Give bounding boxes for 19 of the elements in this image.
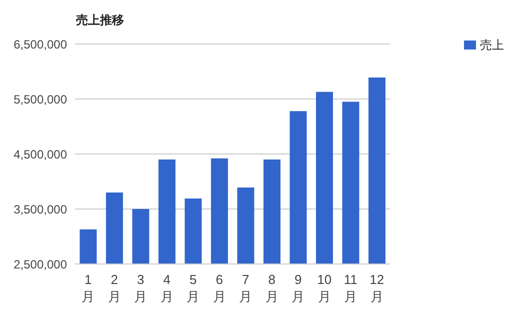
chart-title: 売上推移 [76, 12, 124, 29]
x-tick-label: 12月 [370, 272, 384, 304]
y-tick-label: 6,500,000 [14, 37, 68, 52]
y-tick-label: 2,500,000 [14, 257, 68, 272]
x-tick-label: 8月 [265, 272, 278, 304]
x-tick-label: 6月 [212, 272, 226, 304]
x-tick-label: 1月 [82, 272, 95, 304]
legend-label: 売上 [480, 38, 504, 52]
x-tick-label: 4月 [160, 272, 174, 304]
x-tick-label: 10月 [317, 272, 332, 304]
x-tick-label: 11月 [344, 272, 358, 304]
x-tick-label: 3月 [134, 272, 148, 304]
x-tick-label: 9月 [292, 272, 305, 304]
y-tick-label: 3,500,000 [14, 202, 68, 216]
y-tick-label: 5,500,000 [14, 92, 68, 106]
y-tick-label: 4,500,000 [14, 147, 68, 162]
x-tick-label: 2月 [108, 272, 121, 304]
x-tick-label: 5月 [186, 272, 200, 304]
x-tick-label: 7月 [239, 272, 252, 304]
